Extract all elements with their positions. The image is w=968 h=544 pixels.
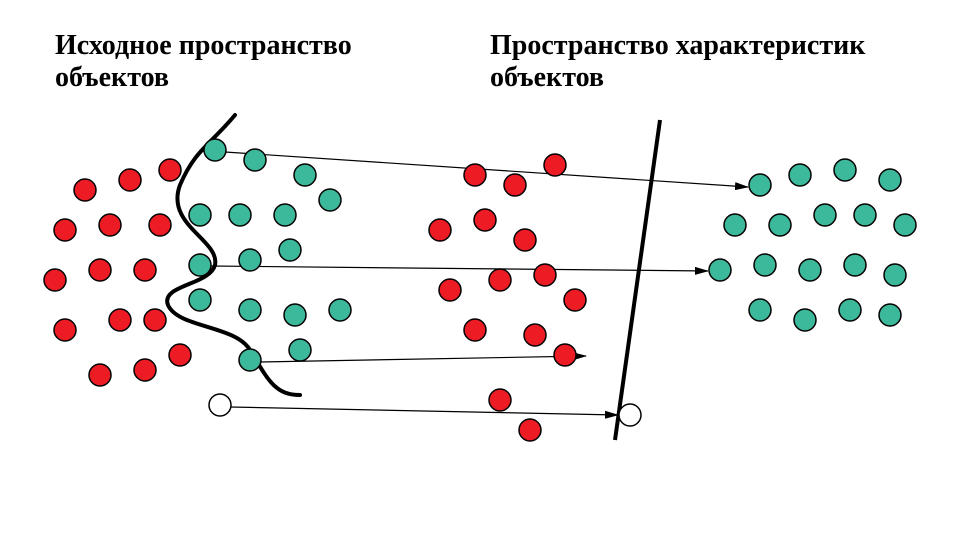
dot-red	[544, 154, 566, 176]
dot-green	[294, 164, 316, 186]
dot-green	[834, 159, 856, 181]
dot-red	[54, 219, 76, 241]
dot-red	[554, 344, 576, 366]
dot-green	[709, 259, 731, 281]
dot-white	[209, 394, 231, 416]
dot-red	[524, 324, 546, 346]
linear-boundary	[615, 120, 660, 440]
dot-red	[134, 259, 156, 281]
dot-green	[239, 349, 261, 371]
dot-red	[89, 259, 111, 281]
dot-red	[54, 319, 76, 341]
dot-green	[814, 204, 836, 226]
dot-green	[279, 239, 301, 261]
dot-red	[489, 389, 511, 411]
dot-red	[439, 279, 461, 301]
dot-green	[769, 214, 791, 236]
dot-red	[159, 159, 181, 181]
dot-green	[289, 339, 311, 361]
dot-red	[109, 309, 131, 331]
dot-green	[244, 149, 266, 171]
dot-green	[274, 204, 296, 226]
dot-green	[204, 139, 226, 161]
dot-green	[749, 174, 771, 196]
dot-green	[239, 249, 261, 271]
dot-green	[844, 254, 866, 276]
dot-red	[564, 289, 586, 311]
dot-red	[519, 419, 541, 441]
dot-red	[534, 264, 556, 286]
dot-green	[789, 164, 811, 186]
dot-red	[489, 269, 511, 291]
dot-red	[74, 179, 96, 201]
dot-red	[169, 344, 191, 366]
dot-white	[619, 404, 641, 426]
dot-red	[504, 174, 526, 196]
dot-green	[879, 304, 901, 326]
dot-red	[149, 214, 171, 236]
dot-green	[189, 204, 211, 226]
dot-green	[799, 259, 821, 281]
diagram-canvas	[0, 0, 968, 544]
dot-red	[134, 359, 156, 381]
dot-green	[884, 264, 906, 286]
dot-red	[429, 219, 451, 241]
dot-green	[854, 204, 876, 226]
dot-red	[99, 214, 121, 236]
dot-green	[329, 299, 351, 321]
dot-red	[464, 319, 486, 341]
dot-red	[144, 309, 166, 331]
dot-green	[724, 214, 746, 236]
dot-green	[229, 204, 251, 226]
dot-green	[284, 304, 306, 326]
dot-green	[189, 289, 211, 311]
dot-green	[239, 299, 261, 321]
dot-red	[514, 229, 536, 251]
mapping-arrow	[230, 407, 618, 415]
dot-green	[319, 189, 341, 211]
dot-green	[189, 254, 211, 276]
dot-green	[749, 299, 771, 321]
dot-red	[119, 169, 141, 191]
dot-red	[44, 269, 66, 291]
dot-green	[754, 254, 776, 276]
dot-green	[794, 309, 816, 331]
dot-green	[879, 169, 901, 191]
dot-green	[894, 214, 916, 236]
dot-red	[89, 364, 111, 386]
dot-red	[474, 209, 496, 231]
mapping-arrow	[210, 266, 708, 271]
dot-green	[839, 299, 861, 321]
dot-red	[464, 164, 486, 186]
